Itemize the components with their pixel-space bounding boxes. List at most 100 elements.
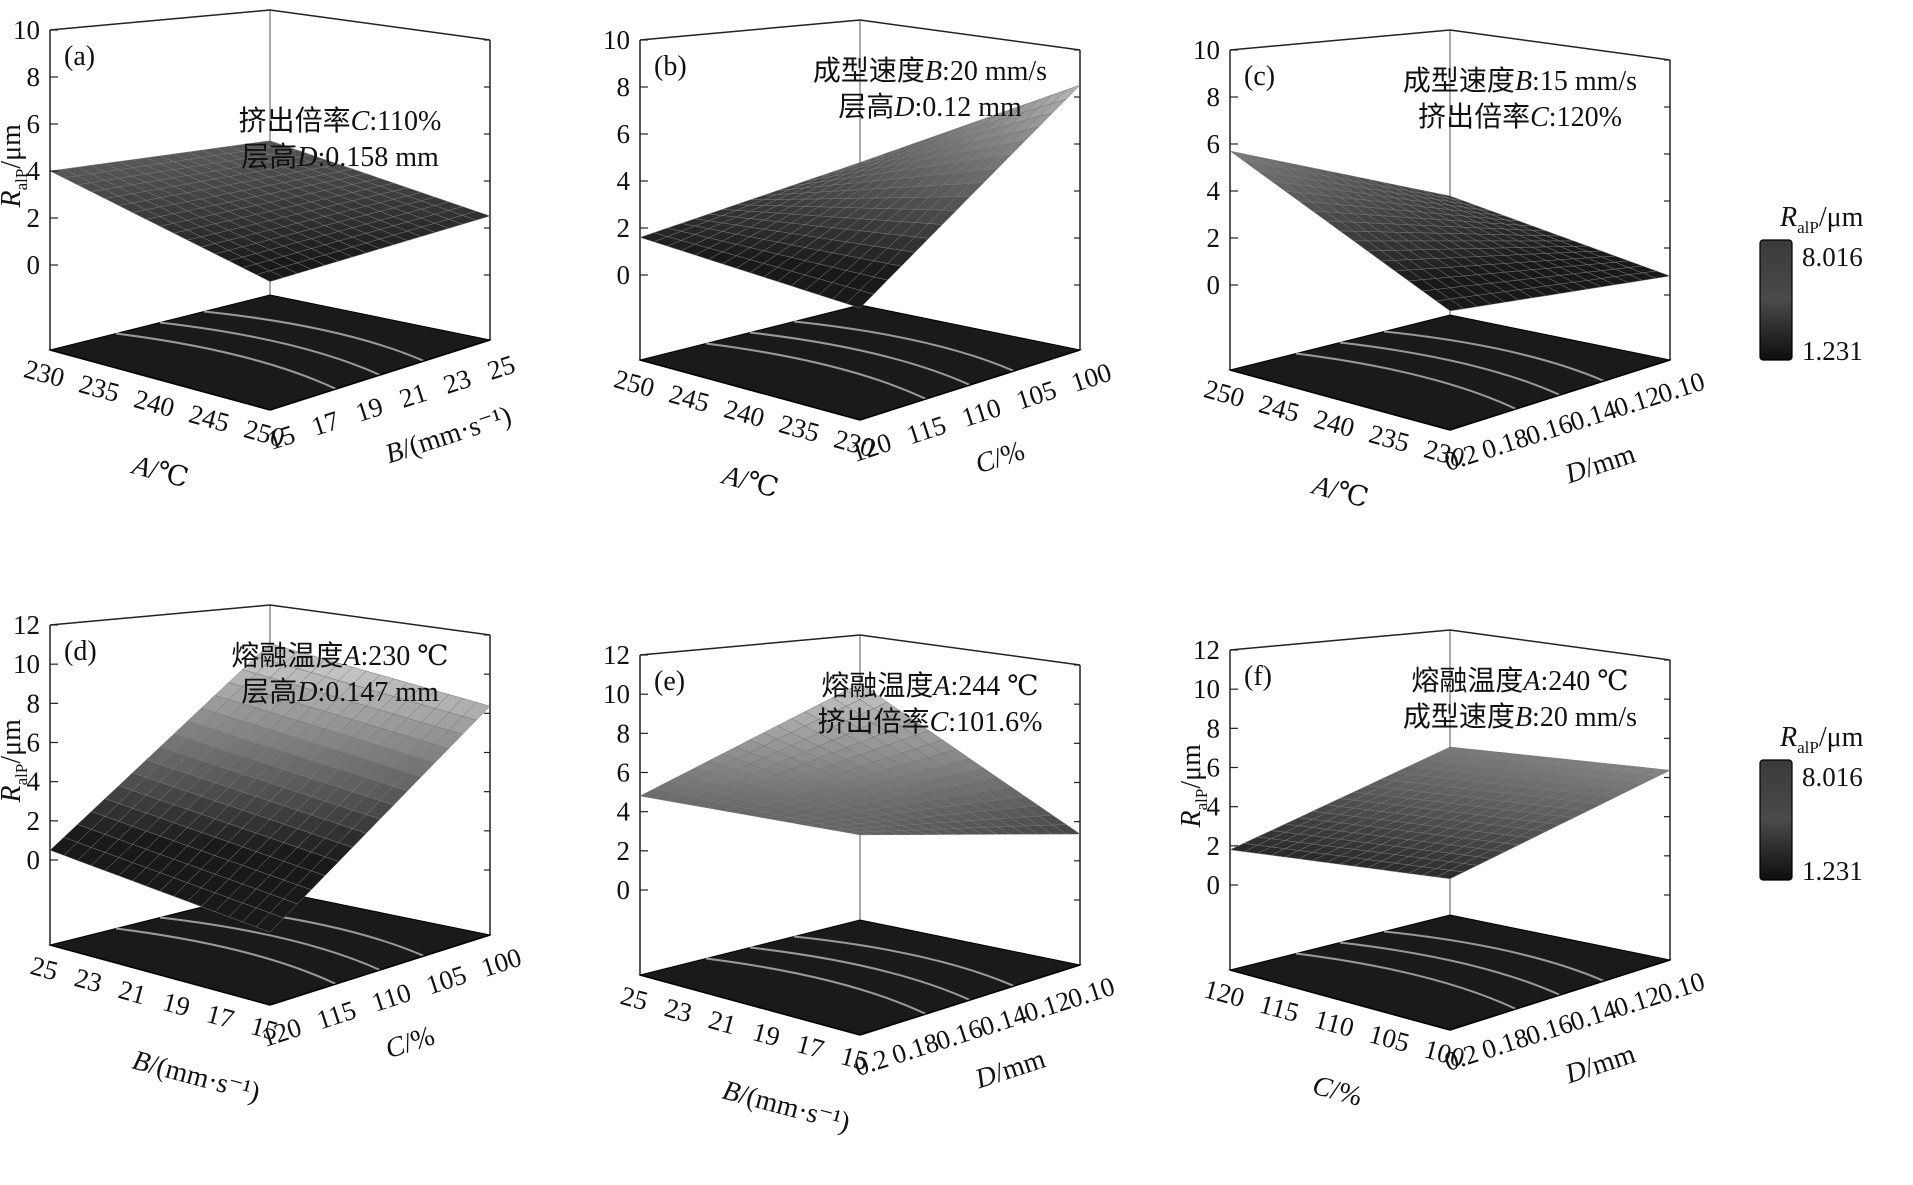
y-axis-label: D/mm: [1561, 1038, 1640, 1090]
axis-y: [1449, 359, 1671, 431]
panel-tag: (e): [654, 666, 685, 697]
top-edge-left: [639, 634, 861, 656]
axis-y: [1449, 959, 1671, 1031]
x-tick-label: 245: [186, 399, 233, 438]
top-edge-right: [859, 634, 1081, 666]
panel-tag: (a): [64, 41, 95, 72]
z-tick-label: 0: [1207, 270, 1221, 300]
contour-line: [203, 310, 425, 362]
contour-line: [749, 946, 971, 1001]
y-axis-label: C/%: [382, 1020, 439, 1065]
colorbar-svg: RalP/μm 8.016 1.231: [1759, 722, 1864, 886]
x-axis-label: C/%: [1309, 1070, 1365, 1113]
x-tick-label: 250: [1201, 374, 1248, 413]
contour-line: [1339, 941, 1561, 996]
z-tick-label: 12: [1193, 635, 1220, 665]
surface-cell: [1642, 270, 1671, 279]
z-tick-label: 10: [13, 15, 40, 45]
top-edge-left: [639, 19, 861, 41]
colorbar-min: 1.231: [1802, 856, 1863, 886]
panel-tag: (b): [654, 51, 687, 82]
x-tick-label: 230: [21, 354, 68, 393]
annotation-line: 挤出倍率C:101.6%: [818, 706, 1043, 738]
axis-x: [639, 359, 861, 421]
top-edge-right: [269, 9, 491, 41]
axis-x: [1229, 969, 1451, 1031]
contour-line: [159, 916, 381, 971]
x-tick-label: 21: [115, 974, 149, 1010]
z-tick-label: 0: [617, 875, 631, 905]
x-tick-label: 19: [749, 1016, 783, 1052]
y-tick-label: 0.10: [1064, 971, 1118, 1014]
x-tick-label: 245: [1256, 389, 1303, 428]
x-axis-label: B/(mm·s⁻¹): [719, 1075, 853, 1139]
y-tick-label: 105: [1012, 374, 1060, 415]
y-tick-label: 21: [396, 377, 431, 414]
y-tick-label: 0.10: [1654, 366, 1708, 409]
surface: [639, 683, 1081, 836]
surface-cell: [1641, 768, 1671, 778]
top-edge-right: [1449, 629, 1671, 661]
contour-line: [159, 321, 381, 376]
z-tick-label: 12: [13, 610, 40, 640]
x-tick-label: 105: [1366, 1019, 1413, 1058]
x-tick-label: 110: [1311, 1004, 1357, 1043]
y-axis-label: D/mm: [971, 1043, 1050, 1095]
figure: 0246810RalP/μm23023524024525015171921232…: [0, 9, 1910, 1139]
colorbar-label: RalP/μm: [1779, 202, 1864, 237]
colorbar-min: 1.231: [1802, 336, 1863, 366]
y-tick-label: 100: [1067, 357, 1115, 398]
contour-line: [1339, 341, 1561, 396]
annotation-line: 挤出倍率C:120%: [1418, 101, 1622, 133]
contour-line: [793, 935, 1015, 987]
y-tick-label: 19: [352, 391, 387, 428]
colorbar-label: RalP/μm: [1779, 722, 1864, 757]
surface: [1229, 150, 1671, 312]
x-axis-label: A/℃: [127, 449, 191, 494]
y-axis-label: C/%: [972, 435, 1029, 480]
annotation-line: 成型速度B:20 mm/s: [813, 55, 1047, 87]
x-tick-label: 17: [203, 998, 237, 1034]
top-edge-left: [1229, 29, 1451, 51]
y-axis-label: B/(mm·s⁻¹): [382, 400, 516, 470]
contour-line: [793, 320, 1015, 372]
contour-line: [749, 331, 971, 386]
contour-line: [705, 342, 927, 400]
chart-svg: 024681012RalP/μm252321191715120115110105…: [0, 604, 525, 1109]
panel-tag: (c): [1244, 61, 1275, 92]
annotation-line: 挤出倍率C:110%: [239, 105, 442, 137]
x-tick-label: 25: [27, 950, 61, 986]
z-tick-label: 4: [617, 166, 631, 196]
top-edge-left: [1229, 629, 1451, 651]
top-edge-left: [49, 604, 271, 626]
colorbar-top: RalP/μm 8.016 1.231: [1750, 200, 1910, 380]
x-tick-label: 25: [617, 980, 651, 1016]
z-tick-label: 10: [1193, 674, 1220, 704]
colorbar-gradient: [1759, 759, 1793, 881]
surface-cell: [461, 211, 491, 221]
panel-tag: (d): [64, 636, 97, 667]
contour-line: [1383, 330, 1605, 382]
z-tick-label: 6: [27, 728, 41, 758]
z-tick-label: 4: [1207, 792, 1221, 822]
y-tick-label: 100: [477, 942, 525, 983]
axis-y: [269, 339, 491, 411]
z-tick-label: 8: [1207, 82, 1221, 112]
colorbar-max: 8.016: [1802, 242, 1863, 272]
y-tick-label: 25: [484, 349, 519, 386]
x-tick-label: 240: [721, 394, 768, 433]
annotation-line: 层高D:0.158 mm: [241, 141, 439, 173]
z-tick-label: 8: [617, 72, 631, 102]
z-tick-label: 2: [27, 203, 41, 233]
y-tick-label: 105: [422, 959, 470, 1000]
z-tick-label: 8: [617, 718, 631, 748]
panel-e: 0 2 4 6 8 10 12 25 23 21 19 17 15 0.2 0.18 0.16 0.14 0.12…: [600, 634, 1230, 1185]
axis-y: [269, 934, 491, 1006]
x-tick-label: 250: [611, 364, 658, 403]
z-axis-label: RalP/μm: [1176, 744, 1211, 829]
x-axis-label: A/℃: [717, 459, 781, 504]
colorbar-max: 8.016: [1802, 762, 1863, 792]
y-tick-label: 0.10: [1654, 966, 1708, 1009]
